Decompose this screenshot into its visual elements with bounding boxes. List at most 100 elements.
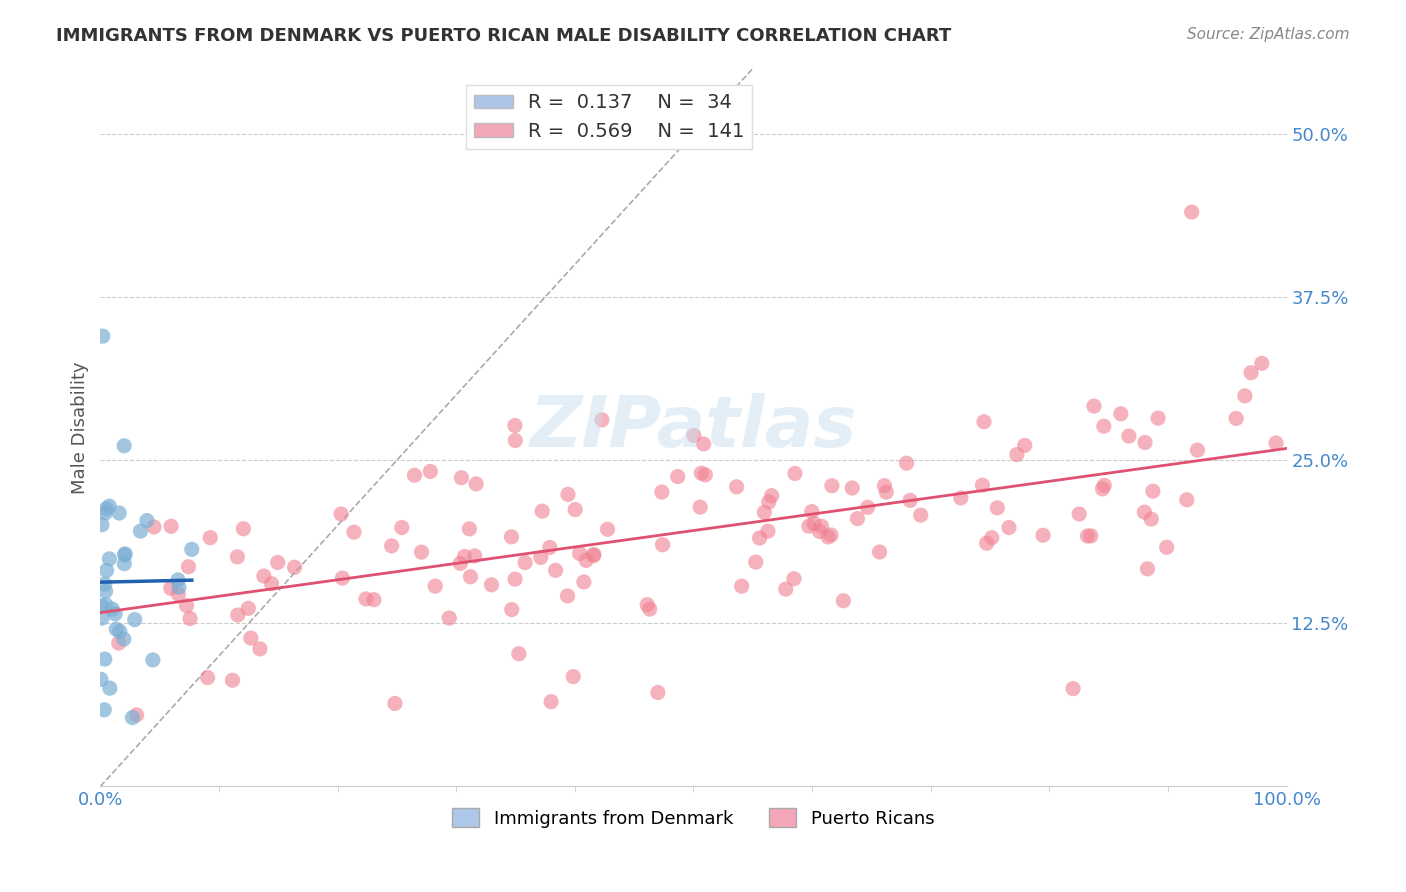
Point xyxy=(725,480,748,494)
Point xyxy=(562,670,585,684)
Point xyxy=(1181,205,1204,219)
Point xyxy=(179,611,201,625)
Point xyxy=(343,525,366,540)
Point xyxy=(572,574,595,589)
Point xyxy=(91,611,114,625)
Point xyxy=(332,571,354,585)
Point xyxy=(582,548,605,562)
Point xyxy=(121,710,143,724)
Point xyxy=(1032,528,1054,542)
Point xyxy=(1265,436,1288,450)
Point xyxy=(1076,529,1098,543)
Point xyxy=(439,611,461,625)
Point xyxy=(695,467,717,482)
Point xyxy=(896,456,918,470)
Point xyxy=(530,550,553,565)
Point xyxy=(238,601,260,615)
Point xyxy=(873,478,896,492)
Point xyxy=(96,564,118,578)
Point xyxy=(391,520,413,534)
Point xyxy=(1092,478,1115,492)
Point xyxy=(758,495,780,509)
Point xyxy=(1175,492,1198,507)
Point xyxy=(730,579,752,593)
Point xyxy=(176,599,198,613)
Point xyxy=(249,641,271,656)
Point xyxy=(354,591,377,606)
Point xyxy=(124,613,146,627)
Point xyxy=(239,631,262,645)
Point xyxy=(976,536,998,550)
Point xyxy=(1133,505,1156,519)
Point xyxy=(129,524,152,538)
Point xyxy=(575,553,598,567)
Point xyxy=(1091,482,1114,496)
Point xyxy=(666,469,689,483)
Point xyxy=(98,500,121,514)
Point xyxy=(501,530,523,544)
Point xyxy=(1233,389,1256,403)
Point xyxy=(112,632,135,646)
Point xyxy=(501,602,523,616)
Point xyxy=(797,519,820,533)
Point xyxy=(582,549,605,563)
Point xyxy=(159,581,181,595)
Point xyxy=(107,636,129,650)
Point xyxy=(136,514,159,528)
Point xyxy=(167,580,190,594)
Point xyxy=(221,673,243,688)
Point xyxy=(200,531,222,545)
Point xyxy=(810,519,832,533)
Point xyxy=(557,487,579,501)
Point xyxy=(143,520,166,534)
Point xyxy=(91,329,114,343)
Point xyxy=(508,647,530,661)
Point xyxy=(450,471,472,485)
Legend: Immigrants from Denmark, Puerto Ricans: Immigrants from Denmark, Puerto Ricans xyxy=(446,801,942,835)
Point xyxy=(973,415,995,429)
Point xyxy=(381,539,404,553)
Point xyxy=(1014,438,1036,452)
Point xyxy=(856,500,879,515)
Point xyxy=(949,491,972,505)
Point xyxy=(104,607,127,621)
Point xyxy=(464,549,486,563)
Point xyxy=(1069,507,1091,521)
Point xyxy=(1225,411,1247,425)
Point xyxy=(253,569,276,583)
Point xyxy=(458,522,481,536)
Point xyxy=(101,602,124,616)
Point xyxy=(465,476,488,491)
Point xyxy=(197,671,219,685)
Point xyxy=(94,652,117,666)
Point xyxy=(1080,529,1102,543)
Point xyxy=(1133,435,1156,450)
Point xyxy=(160,519,183,533)
Point xyxy=(112,439,135,453)
Point xyxy=(481,578,503,592)
Point xyxy=(125,708,148,723)
Point xyxy=(226,549,249,564)
Point xyxy=(651,538,673,552)
Point xyxy=(636,598,658,612)
Point xyxy=(180,542,202,557)
Point xyxy=(142,653,165,667)
Point xyxy=(591,413,613,427)
Point xyxy=(453,549,475,564)
Point xyxy=(972,478,994,492)
Point xyxy=(1136,562,1159,576)
Point xyxy=(112,557,135,571)
Point xyxy=(1142,484,1164,499)
Text: Source: ZipAtlas.com: Source: ZipAtlas.com xyxy=(1187,27,1350,42)
Point xyxy=(90,517,112,532)
Point xyxy=(114,548,136,562)
Point xyxy=(1187,443,1209,458)
Point xyxy=(1250,356,1272,370)
Point xyxy=(1083,399,1105,413)
Point xyxy=(108,624,131,639)
Point xyxy=(94,598,117,612)
Point xyxy=(783,467,806,481)
Point xyxy=(869,545,891,559)
Point xyxy=(1062,681,1084,696)
Point xyxy=(800,504,823,518)
